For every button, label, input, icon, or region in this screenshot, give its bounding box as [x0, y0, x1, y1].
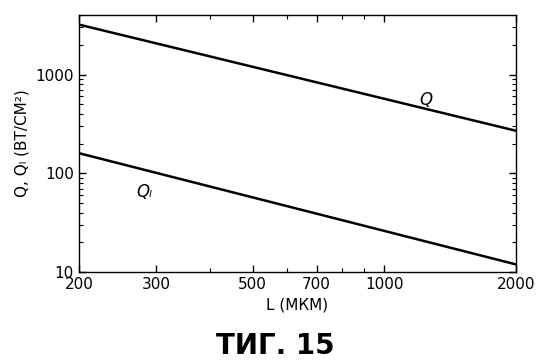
Text: Qₗ: Qₗ	[136, 183, 152, 201]
Y-axis label: Q, Qₗ (ВТ/СМ²): Q, Qₗ (ВТ/СМ²)	[15, 90, 30, 198]
X-axis label: L (МКМ): L (МКМ)	[266, 298, 328, 312]
Text: ΤИГ. 15: ΤИГ. 15	[216, 332, 334, 360]
Text: Q: Q	[419, 91, 432, 109]
